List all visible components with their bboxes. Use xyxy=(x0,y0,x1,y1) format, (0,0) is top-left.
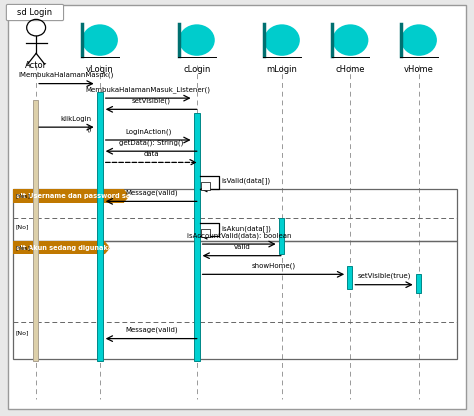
Bar xyxy=(12,189,124,203)
Text: alt Akun sedang digunakan: alt Akun sedang digunakan xyxy=(16,245,117,251)
Bar xyxy=(12,241,105,255)
Text: MembukaHalamanMasuk_Listener(): MembukaHalamanMasuk_Listener() xyxy=(86,86,210,93)
Text: klikLogin: klikLogin xyxy=(61,116,92,122)
Circle shape xyxy=(401,24,437,56)
Polygon shape xyxy=(105,241,110,255)
FancyBboxPatch shape xyxy=(6,5,64,21)
Bar xyxy=(12,241,457,359)
Circle shape xyxy=(332,24,368,56)
Text: setVisible(): setVisible() xyxy=(132,97,171,104)
Circle shape xyxy=(179,24,215,56)
Text: LoginAction(): LoginAction() xyxy=(125,128,171,135)
Polygon shape xyxy=(124,189,129,203)
Bar xyxy=(279,218,284,254)
Bar xyxy=(97,92,103,362)
Text: showHome(): showHome() xyxy=(251,262,295,269)
Text: mLogin: mLogin xyxy=(266,65,297,74)
Circle shape xyxy=(82,24,118,56)
Bar xyxy=(33,100,38,362)
Text: Message(valid): Message(valid) xyxy=(125,189,178,196)
Text: (): () xyxy=(86,126,92,132)
Text: [Yes]: [Yes] xyxy=(15,245,30,250)
Circle shape xyxy=(264,24,300,56)
Text: alt Username dan password salah: alt Username dan password salah xyxy=(16,193,142,199)
Text: cHome: cHome xyxy=(336,65,365,74)
Text: isAkun(data[]): isAkun(data[]) xyxy=(221,225,271,232)
Bar xyxy=(12,189,457,241)
Text: cLogin: cLogin xyxy=(183,65,210,74)
Text: [No]: [No] xyxy=(15,224,29,229)
Text: sd Login: sd Login xyxy=(17,8,52,17)
Text: isValid(data[]): isValid(data[]) xyxy=(221,178,270,184)
Bar xyxy=(193,113,200,362)
Text: vLogin: vLogin xyxy=(86,65,114,74)
Text: Message(valid): Message(valid) xyxy=(125,327,178,333)
Text: isAccountValid(data): boolean: isAccountValid(data): boolean xyxy=(187,232,292,239)
Text: valid: valid xyxy=(233,244,250,250)
Bar xyxy=(347,266,352,289)
Text: lMembukaHalamanMasuk(): lMembukaHalamanMasuk() xyxy=(18,72,114,78)
Bar xyxy=(201,182,210,190)
Text: data: data xyxy=(144,151,159,157)
Text: [Yes]: [Yes] xyxy=(15,193,30,198)
Text: [No]: [No] xyxy=(15,330,29,335)
Text: setVisible(true): setVisible(true) xyxy=(357,273,410,279)
Bar xyxy=(201,229,210,237)
Text: Actor: Actor xyxy=(25,61,47,70)
Text: getData(): String(): getData(): String() xyxy=(119,139,183,146)
Text: vHome: vHome xyxy=(404,65,434,74)
Bar xyxy=(416,274,421,293)
